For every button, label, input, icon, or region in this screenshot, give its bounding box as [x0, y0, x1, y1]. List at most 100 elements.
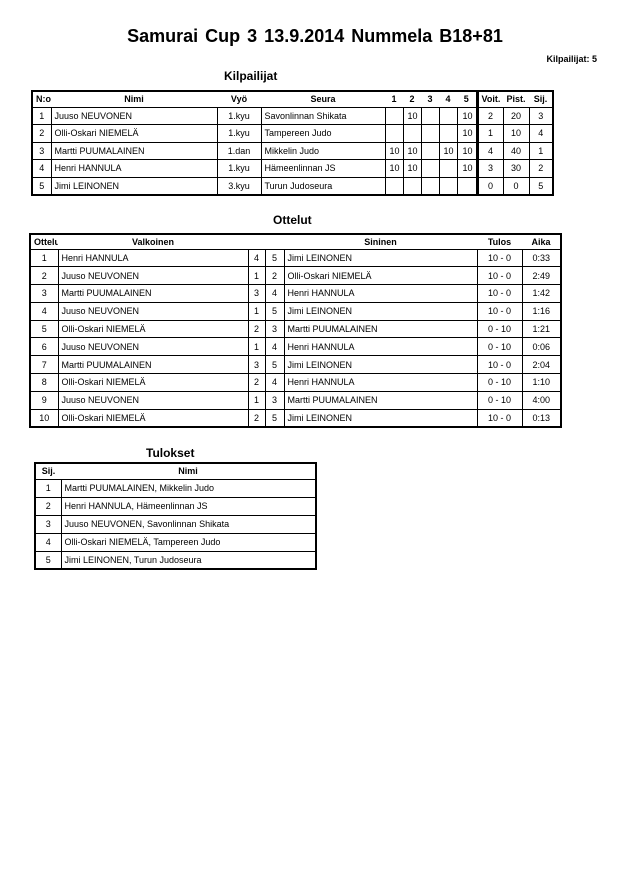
table-cell: Olli-Oskari NIEMELÄ, Tampereen Judo: [60, 532, 317, 552]
table-row: 10 Olli-Oskari NIEMELÄ 2 5 Jimi LEINONEN 10 -…: [29, 408, 562, 428]
table-cell: 10: [402, 106, 422, 125]
table-cell: 2: [31, 124, 52, 143]
table-row: 4 Juuso NEUVONEN 1 5 Jimi LEINONEN 10 - 0 1:16: [29, 301, 562, 321]
column-header: Valkoinen: [58, 234, 248, 250]
column-header: Nimi: [61, 463, 316, 480]
table-row: 2 Henri HANNULA, Hämeenlinnan JS: [34, 496, 317, 516]
table-cell: 40: [502, 141, 530, 160]
table-cell: 4: [34, 532, 62, 552]
table-cell: Jimi LEINONEN: [283, 408, 478, 428]
table-cell: 0: [502, 176, 530, 195]
column-header: Sij.: [35, 463, 61, 480]
table-cell: [456, 176, 478, 195]
table-cell: 3: [247, 284, 266, 303]
table-cell: 0:33: [521, 248, 562, 268]
table-cell: Olli-Oskari NIEMELÄ: [57, 373, 249, 392]
table-cell: 1.kyu: [216, 106, 262, 125]
table-cell: [438, 106, 458, 125]
table-cell: 1:42: [521, 284, 562, 303]
table-cell: 5: [264, 248, 285, 268]
table-cell: 10: [456, 106, 478, 125]
table-row: 4 Henri HANNULA 1.kyu Hämeenlinnan JS 10 10 10…: [31, 159, 554, 178]
column-header: [265, 234, 284, 250]
table-cell: Juuso NEUVONEN: [57, 266, 249, 286]
table-cell: 20: [502, 106, 530, 125]
table-cell: 1.kyu: [216, 159, 262, 178]
table-cell: Juuso NEUVONEN: [50, 106, 218, 125]
table-cell: Hämeenlinnan JS: [260, 159, 386, 178]
table-cell: 8: [29, 373, 59, 392]
table-row: 1 Juuso NEUVONEN 1.kyu Savonlinnan Shikata 1…: [31, 106, 554, 125]
table-row: 4 Olli-Oskari NIEMELÄ, Tampereen Judo: [34, 532, 317, 552]
table-cell: 10 - 0: [476, 266, 523, 286]
table-cell: 10: [456, 124, 478, 143]
table-cell: 3: [31, 141, 52, 160]
table-cell: Jimi LEINONEN: [283, 301, 478, 321]
table-cell: Martti PUUMALAINEN: [57, 355, 249, 375]
table-cell: 10: [456, 159, 478, 178]
table-cell: 0:06: [521, 337, 562, 357]
table-cell: 2: [34, 496, 62, 516]
table-cell: 2: [247, 408, 266, 428]
table-cell: 2: [247, 319, 266, 339]
table-row: 2 Olli-Oskari NIEMELÄ 1.kyu Tampereen Judo 1…: [31, 124, 554, 143]
table-cell: 5: [264, 408, 285, 428]
table-cell: 1: [247, 301, 266, 321]
table-cell: Henri HANNULA: [283, 373, 478, 392]
table-cell: 9: [29, 390, 59, 410]
table-cell: 1: [247, 390, 266, 410]
table-cell: 10: [402, 159, 422, 178]
column-header: Voit.: [475, 91, 503, 108]
table-row: 6 Juuso NEUVONEN 1 4 Henri HANNULA 0 - 10 0:06: [29, 337, 562, 357]
table-cell: 10: [384, 159, 404, 178]
column-header: Ottelu: [30, 234, 58, 250]
table-cell: 1.kyu: [216, 124, 262, 143]
table-cell: Olli-Oskari NIEMELÄ: [57, 408, 249, 428]
table-row: 3 Martti PUUMALAINEN 3 4 Henri HANNULA 10 - 0…: [29, 284, 562, 303]
table-cell: Henri HANNULA: [283, 337, 478, 357]
column-header: 2: [403, 91, 421, 108]
column-header: Tulos: [477, 234, 522, 250]
page-title: Samurai Cup 3 13.9.2014 Nummela B18+81: [127, 26, 503, 46]
table-cell: Jimi LEINONEN: [283, 355, 478, 375]
table-cell: 0 - 10: [476, 373, 523, 392]
table-cell: Henri HANNULA: [283, 284, 478, 303]
results-table: Sij. Nimi 1 Martti PUUMALAINEN, Mikkelin J…: [34, 462, 317, 570]
column-header: Vyö: [217, 91, 261, 108]
table-cell: 10: [29, 408, 59, 428]
table-cell: 3.kyu: [216, 176, 262, 195]
table-cell: 5: [31, 176, 52, 195]
table-cell: 10: [384, 141, 404, 160]
table-cell: Juuso NEUVONEN: [57, 390, 249, 410]
table-cell: 5: [528, 176, 554, 195]
table-cell: 4: [29, 301, 59, 321]
column-header: Pist.: [503, 91, 529, 108]
table-cell: [420, 106, 440, 125]
column-header: 1: [385, 91, 403, 108]
table-cell: Martti PUUMALAINEN: [283, 390, 478, 410]
table-cell: Juuso NEUVONEN: [57, 301, 249, 321]
column-header: 5: [457, 91, 477, 108]
table-row: 2 Juuso NEUVONEN 1 2 Olli-Oskari NIEMELÄ 10 -…: [29, 266, 562, 286]
table-cell: 10 - 0: [476, 355, 523, 375]
matches-heading: Ottelut: [273, 213, 312, 227]
table-cell: 0: [475, 176, 504, 195]
table-cell: 3: [247, 355, 266, 375]
table-cell: [438, 159, 458, 178]
table-cell: 2:49: [521, 266, 562, 286]
table-cell: Olli-Oskari NIEMELÄ: [50, 124, 218, 143]
table-cell: Mikkelin Judo: [260, 141, 386, 160]
table-cell: 4: [264, 284, 285, 303]
table-cell: 2: [247, 373, 266, 392]
column-header: Sij.: [529, 91, 553, 108]
table-cell: 4: [31, 159, 52, 178]
competitor-count: Kilpailijat: 5: [546, 54, 597, 64]
table-cell: Jimi LEINONEN: [283, 248, 478, 268]
table-cell: 10 - 0: [476, 248, 523, 268]
table-row: 5 Jimi LEINONEN, Turun Judoseura: [34, 550, 317, 570]
table-cell: 1: [475, 124, 504, 143]
table-cell: Tampereen Judo: [260, 124, 386, 143]
table-row: 3 Juuso NEUVONEN, Savonlinnan Shikata: [34, 514, 317, 534]
table-row: 5 Olli-Oskari NIEMELÄ 2 3 Martti PUUMALAINEN…: [29, 319, 562, 339]
table-cell: 4: [247, 248, 266, 268]
